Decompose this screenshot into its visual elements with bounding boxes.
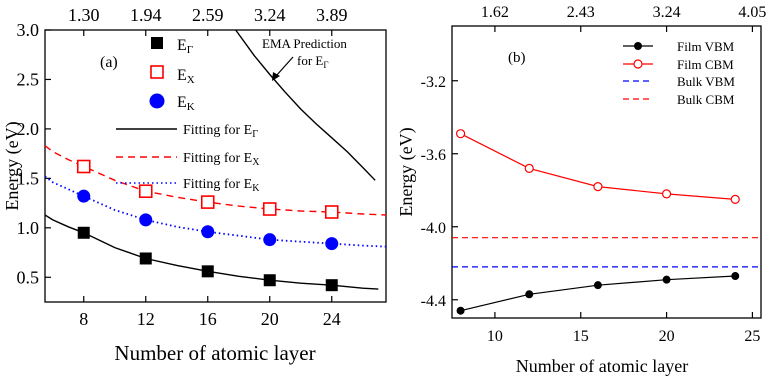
ema-annotation-line2: for EΓ <box>297 53 329 70</box>
data-point <box>525 290 534 299</box>
data-point <box>593 281 602 290</box>
data-point <box>325 237 339 251</box>
data-point <box>324 205 339 219</box>
top-x-tick-label: 4.05 <box>738 4 766 21</box>
y-tick-label: 2.0 <box>17 119 40 139</box>
data-point <box>731 272 740 281</box>
x-tick-label: 20 <box>659 328 675 345</box>
top-x-tick-label: 2.43 <box>567 4 595 21</box>
data-point <box>139 252 152 265</box>
panel-a-y-axis-label: Energy (eV) <box>2 121 23 210</box>
fit-curve-3 <box>235 29 376 181</box>
legend-marker-e-gamma <box>151 37 163 49</box>
legend-label-fit-k: Fitting for EK <box>183 177 260 194</box>
top-x-tick-label: 3.89 <box>316 5 348 25</box>
ema-annotation: EMA Prediction for EΓ <box>262 36 347 81</box>
panel-b-frame <box>451 25 762 319</box>
legend-label-film-vbm: Film VBM <box>677 39 735 54</box>
legend-label-e-gamma: EΓ <box>177 37 193 56</box>
data-point <box>662 275 671 284</box>
panel-a-legend: EΓ EX EK Fitting for EΓ Fitting for EX F… <box>116 37 260 194</box>
data-point <box>455 129 466 139</box>
data-point <box>76 159 91 174</box>
data-point <box>139 213 153 227</box>
x-tick-label: 15 <box>573 328 589 345</box>
legend-label-fit-gamma: Fitting for EΓ <box>183 123 258 140</box>
top-x-tick-label: 3.24 <box>254 5 286 25</box>
panel-a-x-axis-label: Number of atomic layer <box>114 341 315 365</box>
data-point <box>262 202 277 216</box>
x-tick-label: 12 <box>137 309 155 329</box>
ema-annotation-line1: EMA Prediction <box>262 36 347 51</box>
legend-label-bulk-vbm: Bulk VBM <box>677 74 735 89</box>
ema-annotation-arrow <box>275 56 294 77</box>
data-point <box>200 195 215 209</box>
panel-b-x-axis-label: Number of atomic layer <box>516 356 688 376</box>
top-x-tick-label: 1.30 <box>68 5 100 25</box>
fit-curve-0 <box>44 214 379 290</box>
x-tick-label: 25 <box>744 328 760 345</box>
x-tick-label: 10 <box>487 328 503 345</box>
data-point <box>77 189 91 203</box>
data-point <box>325 279 338 292</box>
legend-marker-e-x <box>150 65 164 79</box>
y-tick-label: 3.0 <box>17 20 40 40</box>
legend-marker-e-k <box>149 93 165 109</box>
y-tick-label: -4.4 <box>421 293 446 310</box>
panel-b-label: (b) <box>508 50 526 66</box>
panel-a-label: (a) <box>100 54 118 71</box>
legend-label-e-x: EX <box>177 67 195 86</box>
x-tick-label: 20 <box>261 309 279 329</box>
panel-b: 10 15 20 25 1.62 2.43 3.24 4.05 -4.4 -4.0 -3.6 -3.2… <box>396 4 766 376</box>
y-tick-label: -3.6 <box>421 147 446 164</box>
legend-marker-film-cbm <box>633 59 643 69</box>
x-tick-label: 16 <box>199 309 217 329</box>
data-point <box>524 163 534 173</box>
y-tick-label: 0.5 <box>17 267 40 287</box>
y-tick-label: 1.5 <box>17 168 40 188</box>
data-point <box>730 194 740 204</box>
data-point <box>201 225 215 239</box>
top-x-tick-label: 1.62 <box>481 4 509 21</box>
y-tick-label: 1.0 <box>17 218 40 238</box>
panel-a: 8 12 16 20 24 1.30 1.94 2.59 3.24 3.89 0.5 1.0 1.5 2.… <box>2 5 387 365</box>
ema-annotation-arrowhead <box>272 72 280 81</box>
y-tick-label: 2.5 <box>17 69 40 89</box>
data-point <box>593 182 603 192</box>
data-point <box>77 226 90 239</box>
top-x-tick-label: 2.59 <box>192 5 224 25</box>
x-tick-label: 8 <box>79 309 88 329</box>
data-point <box>661 189 672 199</box>
data-point <box>201 265 214 278</box>
x-tick-label: 24 <box>323 309 341 329</box>
data-point <box>456 306 465 315</box>
y-tick-label: -3.2 <box>421 74 446 91</box>
data-point <box>138 184 153 199</box>
top-x-tick-label: 1.94 <box>130 5 162 25</box>
panel-a-frame <box>44 29 387 303</box>
legend-label-film-cbm: Film CBM <box>677 57 734 72</box>
top-x-tick-label: 3.24 <box>653 4 681 21</box>
panel-b-y-axis-label: Energy (eV) <box>396 127 417 216</box>
panel-b-legend: Film VBM Film CBM Bulk VBM Bulk CBM <box>623 39 735 107</box>
y-tick-label: -4.0 <box>421 220 446 237</box>
legend-label-e-k: EK <box>177 94 195 113</box>
data-point <box>263 233 277 247</box>
legend-marker-film-vbm <box>634 42 642 50</box>
legend-label-fit-x: Fitting for EX <box>183 151 260 168</box>
legend-label-bulk-cbm: Bulk CBM <box>677 92 735 107</box>
data-point <box>263 274 276 287</box>
